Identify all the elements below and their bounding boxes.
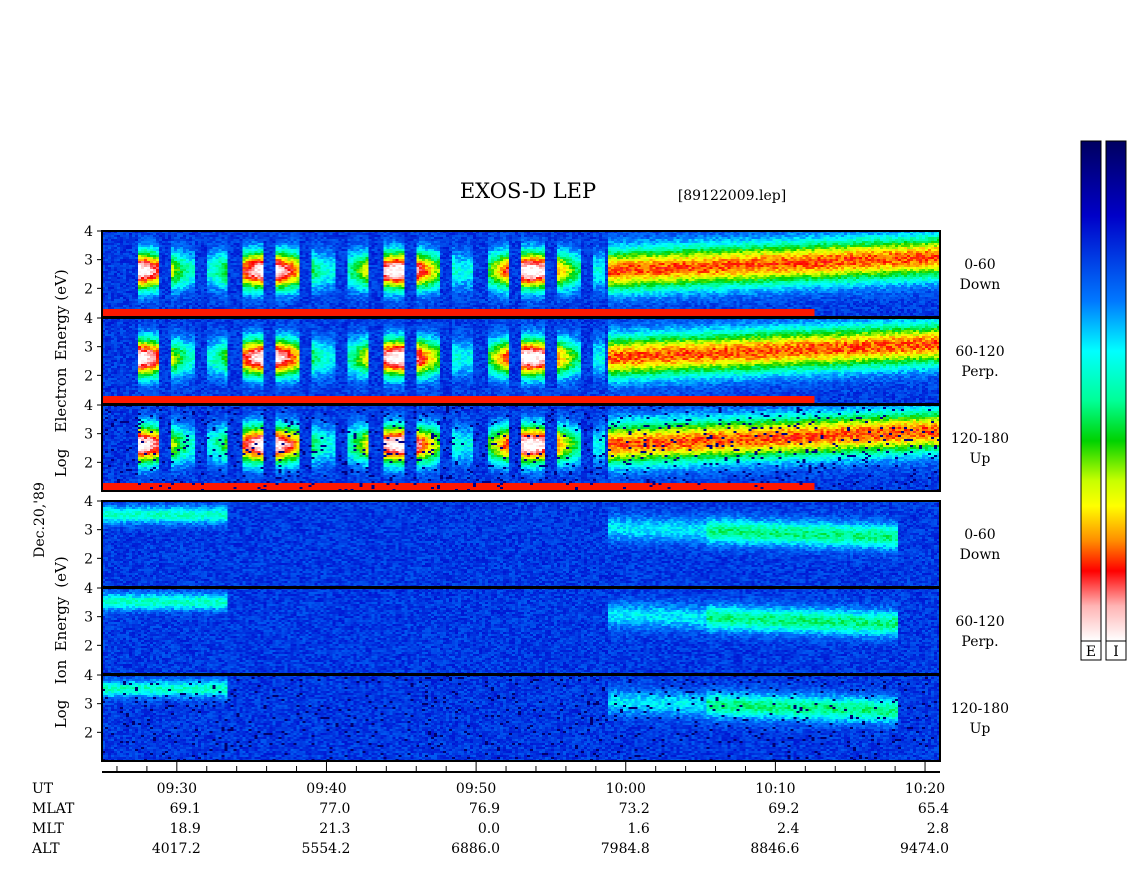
panel-frame (101, 674, 941, 762)
y-tick-label: 4 (84, 224, 93, 240)
direction-label: Up (970, 451, 991, 467)
ephemeris-value: 2.8 (927, 821, 949, 837)
direction-label: Down (960, 277, 1001, 293)
ephemeris-value: 2.4 (777, 821, 799, 837)
ion-panel-3: 4 3 2 120-180 Up (84, 668, 1009, 762)
pitch-angle-label: 0-60 (964, 257, 995, 273)
ephemeris-value: 69.2 (768, 801, 799, 817)
ephemeris-value: 69.1 (170, 801, 201, 817)
y-tick-label: 3 (84, 253, 93, 269)
pitch-angle-label: 120-180 (951, 431, 1009, 447)
x-tick-label: 09:40 (306, 781, 346, 797)
direction-label: Perp. (961, 364, 998, 380)
ylabel-word: (eV) (52, 556, 70, 587)
x-tick-label: 10:20 (905, 781, 945, 797)
ylabel-word: (eV) (52, 269, 70, 300)
ephemeris-value: 7984.8 (601, 841, 650, 857)
ylabel-word: Ion (52, 659, 70, 684)
electron-panel-2: 4 3 2 60-120 Perp. (84, 311, 1005, 405)
electron-spectrogram-group: 4 3 2 0-60 Down 4 3 2 60-120 Perp. 4 3 2 120-180 Up (84, 224, 1009, 492)
y-tick-label: 3 (84, 523, 93, 539)
x-tick-label: 10:10 (755, 781, 795, 797)
y-tick-label: 2 (84, 725, 93, 741)
ylabel-word: Energy (52, 305, 70, 360)
ylabel-word: Log (52, 699, 70, 728)
y-tick-label: 4 (84, 581, 93, 597)
electron-spectrogram-image (102, 405, 940, 491)
ylabel-word: Energy (52, 596, 70, 651)
x-tick-label: 09:30 (157, 781, 197, 797)
chart-title: EXOS-D LEP (460, 179, 596, 203)
y-tick-label: 2 (84, 638, 93, 654)
ephemeris-value: 18.9 (170, 821, 201, 837)
ephemeris-value: 73.2 (619, 801, 650, 817)
ephemeris-value: 8846.6 (750, 841, 799, 857)
ephemeris-value: 21.3 (319, 821, 350, 837)
direction-label: Perp. (961, 634, 998, 650)
y-tick-label: 3 (84, 697, 93, 713)
electron-panel-1: 4 3 2 0-60 Down (84, 224, 1001, 318)
ephemeris-value: 77.0 (319, 801, 350, 817)
time-axis: 09:30 09:40 09:50 10:00 10:10 10:20 (102, 762, 945, 797)
ephemeris-value: 76.9 (469, 801, 500, 817)
electron-spectrogram-image (102, 318, 940, 404)
ephemeris-value: 0.0 (478, 821, 500, 837)
ephemeris-row-label: ALT (31, 841, 60, 857)
y-tick-label: 4 (84, 668, 93, 684)
pitch-angle-label: 120-180 (951, 701, 1009, 717)
electron-y-axis-label: Log Electron Energy (eV) (52, 269, 70, 477)
ion-spectrogram-group: 4 3 2 0-60 Down 4 3 2 60-120 Perp. 4 3 2 120-180 Up (84, 494, 1009, 762)
ion-spectrogram-image (102, 588, 940, 674)
ephemeris-row-label: UT (32, 781, 54, 797)
pitch-angle-label: 60-120 (955, 614, 1004, 630)
direction-label: Down (960, 547, 1001, 563)
y-tick-label: 4 (84, 494, 93, 510)
y-tick-label: 3 (84, 427, 93, 443)
y-tick-label: 4 (84, 398, 93, 414)
y-tick-label: 3 (84, 610, 93, 626)
ion-spectrogram-image (102, 501, 940, 587)
ylabel-word: Log (52, 448, 70, 477)
ephemeris-value: 6886.0 (451, 841, 500, 857)
ylabel-word: Electron (52, 367, 70, 432)
ephemeris-row-label: MLT (32, 821, 64, 837)
ion-panel-1: 4 3 2 0-60 Down (84, 494, 1001, 588)
x-tick-label: 09:50 (456, 781, 496, 797)
file-label: [89122009.lep] (678, 188, 786, 204)
y-tick-label: 4 (84, 311, 93, 327)
ephemeris-value: 1.6 (627, 821, 649, 837)
y-tick-label: 2 (84, 551, 93, 567)
ephemeris-value: 9474.0 (900, 841, 949, 857)
colorbar-electron: E (1080, 140, 1102, 661)
ephemeris-table: UT MLAT 69.1 77.0 76.9 73.2 69.2 65.4 MLT 18.9 21.… (31, 781, 949, 857)
colorbar-label-i: I (1113, 644, 1119, 660)
date-label: Dec.20,'89 (32, 482, 48, 558)
y-tick-label: 2 (84, 368, 93, 384)
ephemeris-value: 5554.2 (301, 841, 350, 857)
y-tick-label: 2 (84, 281, 93, 297)
ephemeris-row-label: MLAT (32, 801, 75, 817)
electron-panel-3: 4 3 2 120-180 Up (84, 398, 1009, 492)
direction-label: Up (970, 721, 991, 737)
x-tick-label: 10:00 (606, 781, 646, 797)
ephemeris-value: 65.4 (918, 801, 949, 817)
panel-frame (101, 404, 941, 492)
electron-spectrogram-image (102, 231, 940, 317)
ion-panel-2: 4 3 2 60-120 Perp. (84, 581, 1005, 675)
ephemeris-value: 4017.2 (152, 841, 201, 857)
y-tick-label: 2 (84, 455, 93, 471)
colorbar-label-e: E (1086, 644, 1096, 660)
ion-y-axis-label: Log Ion Energy (eV) (52, 556, 70, 728)
colorbar-ion: I (1105, 140, 1127, 661)
pitch-angle-label: 60-120 (955, 344, 1004, 360)
pitch-angle-label: 0-60 (964, 527, 995, 543)
y-tick-label: 3 (84, 340, 93, 356)
ion-spectrogram-image (102, 675, 940, 761)
